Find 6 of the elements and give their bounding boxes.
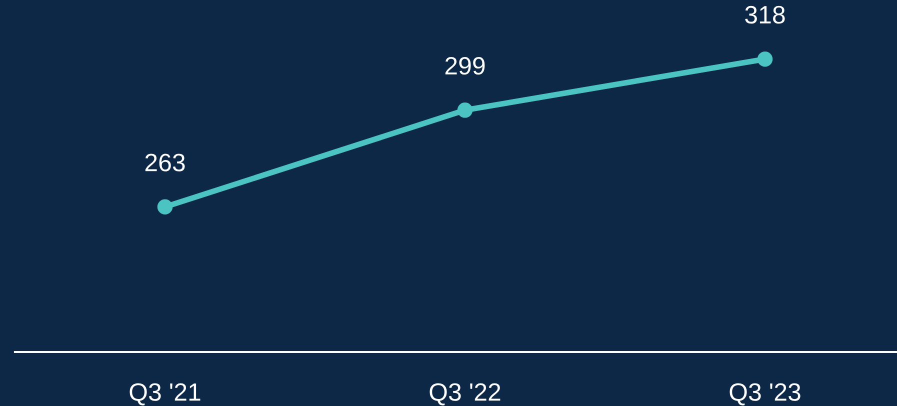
data-label: 318 xyxy=(745,6,785,24)
data-label: 263 xyxy=(145,154,185,172)
x-tick-label: Q3 '22 xyxy=(430,383,500,406)
data-label: 299 xyxy=(445,56,485,75)
x-tick-label: Q3 '23 xyxy=(730,383,800,406)
x-tick-label: Q3 '21 xyxy=(130,383,200,406)
